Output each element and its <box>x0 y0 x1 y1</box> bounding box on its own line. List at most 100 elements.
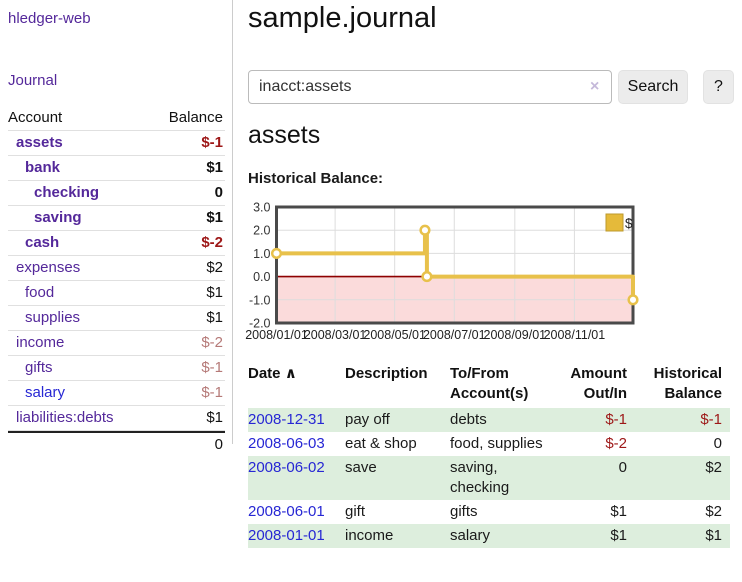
transaction-amount: 0 <box>553 456 635 500</box>
transaction-description: eat & shop <box>345 435 417 452</box>
sidebar-account-saving[interactable]: saving <box>34 209 82 226</box>
account-heading: assets <box>248 121 321 149</box>
sidebar-item-journal[interactable]: Journal <box>8 72 58 89</box>
sidebar: hledger-web Journal Account Balance asse… <box>0 0 233 453</box>
svg-text:2008/11/01: 2008/11/01 <box>544 328 606 342</box>
balance-column-header: Balance <box>168 109 223 126</box>
sidebar-account-bank[interactable]: bank <box>25 159 61 176</box>
transaction-accounts: salary <box>450 524 553 548</box>
account-row: salary $-1 <box>8 381 225 406</box>
svg-text:-2.0: -2.0 <box>249 317 271 331</box>
transaction-accounts: food, supplies <box>450 435 543 452</box>
transaction-description: gift <box>345 503 366 520</box>
svg-text:2008/07/01: 2008/07/01 <box>423 328 486 342</box>
date-column-header[interactable]: Date ∧ <box>248 365 297 382</box>
account-balance: $1 <box>206 209 223 226</box>
account-balance-table: Account Balance assets $-1 bank $1 checking 0… <box>8 106 225 457</box>
account-row: cash $-2 <box>8 231 225 256</box>
account-row: assets $-1 <box>8 131 225 156</box>
amount-column-header: Amount Out/In <box>570 365 627 402</box>
account-column-header: Account <box>8 109 63 126</box>
svg-text:-1.0: -1.0 <box>249 293 271 307</box>
sidebar-account-income[interactable]: income <box>16 334 65 351</box>
accounts-column-header: To/From Account(s) <box>450 365 529 402</box>
transaction-description: save <box>345 456 450 500</box>
clear-search-icon[interactable]: × <box>590 78 600 95</box>
account-balance: $1 <box>206 159 223 176</box>
svg-text:1.0: 1.0 <box>253 247 270 261</box>
sidebar-account-liabilities-debts[interactable]: liabilities:debts <box>16 409 114 426</box>
account-row: liabilities:debts $1 <box>8 406 225 431</box>
transaction-description: pay off <box>345 408 450 432</box>
transaction-row: 2008-06-01 gift gifts $1 $2 <box>248 500 730 524</box>
account-row: food $1 <box>8 281 225 306</box>
account-table-header: Account Balance <box>8 106 225 131</box>
account-balance: $-1 <box>201 359 223 376</box>
transaction-row: 2008-06-03 eat & shop food, supplies $-2 0 <box>248 432 730 456</box>
account-balance: $-1 <box>201 134 223 151</box>
search-form: × Search ? <box>248 70 742 104</box>
account-row: gifts $-1 <box>8 356 225 381</box>
svg-text:3.0: 3.0 <box>253 201 270 215</box>
balance-column-header-main: Historical Balance <box>653 365 722 402</box>
account-balance: 0 <box>214 184 223 201</box>
sidebar-account-gifts[interactable]: gifts <box>25 359 53 376</box>
app-title-link[interactable]: hledger-web <box>8 10 91 27</box>
transaction-amount: $-2 <box>605 435 627 452</box>
transaction-accounts: gifts <box>450 503 478 520</box>
chart-canvas: $3.0 2.0 1.0 0.0 -1.0 -2.02008/01/012008/03/0… <box>245 201 639 342</box>
account-row: checking 0 <box>8 181 225 206</box>
page-title: sample.journal <box>248 2 437 34</box>
transaction-balance: $2 <box>705 503 722 520</box>
transaction-balance: $1 <box>635 524 730 548</box>
account-row: saving $1 <box>8 206 225 231</box>
transaction-balance: $2 <box>635 456 730 500</box>
svg-text:2008/01/01: 2008/01/01 <box>245 328 308 342</box>
account-balance: $2 <box>206 259 223 276</box>
sidebar-account-supplies[interactable]: supplies <box>25 309 81 326</box>
transaction-date-link[interactable]: 2008-06-02 <box>248 459 325 476</box>
transaction-row: 2008-01-01 income salary $1 $1 <box>248 524 730 548</box>
transaction-amount: $1 <box>610 503 627 520</box>
historical-balance-chart: $3.0 2.0 1.0 0.0 -1.0 -2.0 2008/01/01 2008/03/0… <box>240 200 742 350</box>
account-balance: $-1 <box>201 384 223 401</box>
account-row: income $-2 <box>8 331 225 356</box>
sidebar-account-checking[interactable]: checking <box>34 184 100 201</box>
sidebar-account-salary[interactable]: salary <box>25 384 66 401</box>
register-header-row: Date ∧ Description To/From Account(s) Am… <box>248 362 730 408</box>
help-button[interactable]: ? <box>703 70 734 104</box>
account-balance: $1 <box>206 409 223 426</box>
sidebar-account-cash[interactable]: cash <box>25 234 60 251</box>
transaction-date-link[interactable]: 2008-12-31 <box>248 411 325 428</box>
search-button[interactable]: Search <box>618 70 688 104</box>
account-balance: $-2 <box>201 234 223 251</box>
transaction-balance: 0 <box>713 435 722 452</box>
account-balance: $-2 <box>201 334 223 351</box>
search-input[interactable] <box>248 70 612 104</box>
transaction-description: income <box>345 524 450 548</box>
sidebar-account-assets[interactable]: assets <box>16 134 63 151</box>
transaction-date-link[interactable]: 2008-06-03 <box>248 435 325 452</box>
chart-title: Historical Balance: <box>248 170 384 187</box>
account-balance: $1 <box>206 284 223 301</box>
description-column-header: Description <box>345 365 428 382</box>
transaction-accounts: debts <box>450 408 553 432</box>
transaction-accounts: saving, checking <box>450 456 553 500</box>
sidebar-account-expenses[interactable]: expenses <box>16 259 81 276</box>
svg-text:2.0: 2.0 <box>253 224 270 238</box>
account-row: bank $1 <box>8 156 225 181</box>
svg-text:$: $ <box>625 216 633 231</box>
transaction-date-link[interactable]: 2008-01-01 <box>248 527 325 544</box>
transaction-amount: $-1 <box>553 408 635 432</box>
total-balance: 0 <box>214 436 223 453</box>
transaction-balance: $-1 <box>635 408 730 432</box>
transaction-date-link[interactable]: 2008-06-01 <box>248 503 325 520</box>
transaction-row: 2008-06-02 save saving, checking 0 $2 <box>248 456 730 500</box>
register-table: Date ∧ Description To/From Account(s) Am… <box>248 362 730 548</box>
account-total-row: 0 <box>8 431 225 457</box>
sidebar-account-food[interactable]: food <box>25 284 55 301</box>
svg-text:0.0: 0.0 <box>253 270 270 284</box>
account-balance: $1 <box>206 309 223 326</box>
svg-text:2008/05/01: 2008/05/01 <box>363 328 426 342</box>
svg-text:2008/03/01: 2008/03/01 <box>304 328 367 342</box>
